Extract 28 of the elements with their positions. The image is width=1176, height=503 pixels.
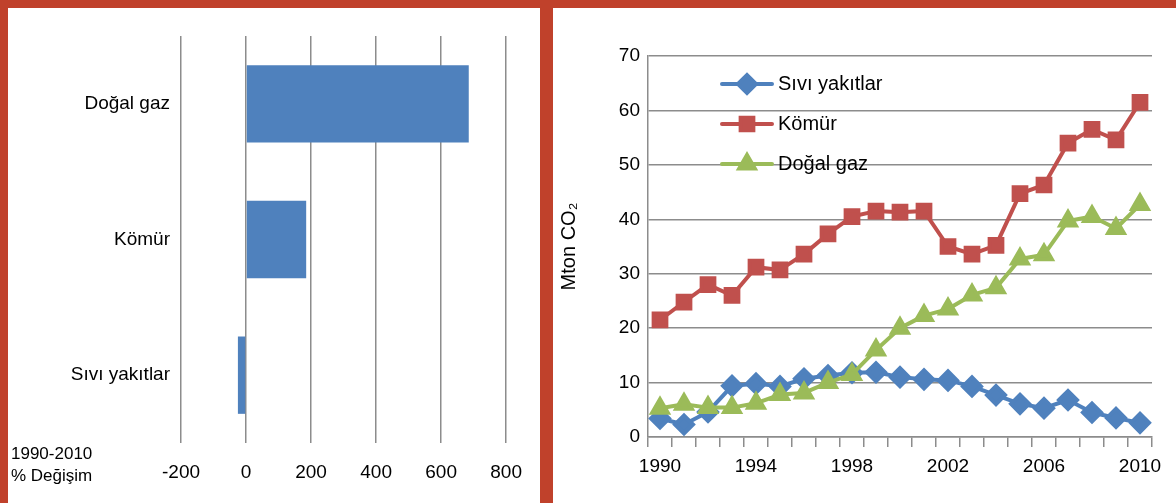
x-tick-label: 600 bbox=[425, 460, 457, 482]
y-tick-label: 60 bbox=[618, 98, 640, 120]
legend-label: Doğal gaz bbox=[778, 151, 869, 174]
x-axis-title: 1990-2010 % Değişim bbox=[11, 443, 94, 487]
x-tick-label: 1994 bbox=[734, 454, 778, 476]
x-tick-label: 0 bbox=[240, 460, 252, 482]
y-tick-label: 0 bbox=[629, 425, 640, 447]
x-tick-label: 800 bbox=[490, 460, 522, 482]
y-tick-label: 70 bbox=[618, 44, 640, 66]
x-tick-label: 200 bbox=[295, 460, 327, 482]
x-tick-label: 2006 bbox=[1022, 454, 1066, 476]
x-tick-label: 1990 bbox=[638, 454, 682, 476]
y-tick-label: Doğal gaz bbox=[84, 92, 170, 114]
y-tick-label: 10 bbox=[618, 370, 640, 392]
y-tick-label: 50 bbox=[618, 153, 640, 175]
y-tick-label: 40 bbox=[618, 207, 640, 229]
y-tick-label: Sıvı yakıtlar bbox=[70, 363, 171, 385]
x-tick-label: 1998 bbox=[830, 454, 874, 476]
legend-label: Kömür bbox=[778, 111, 838, 134]
y-tick-label: 30 bbox=[618, 261, 640, 283]
legend-label: Sıvı yakıtlar bbox=[778, 71, 883, 94]
x-tick-label: 2002 bbox=[926, 454, 970, 476]
x-tick-label: 2010 bbox=[1118, 454, 1162, 476]
y-axis-title: Mton CO₂ bbox=[556, 202, 579, 291]
y-tick-label: 20 bbox=[618, 316, 640, 338]
x-tick-label: -200 bbox=[161, 460, 201, 482]
x-tick-label: 400 bbox=[360, 460, 392, 482]
y-tick-label: Kömür bbox=[114, 227, 171, 249]
